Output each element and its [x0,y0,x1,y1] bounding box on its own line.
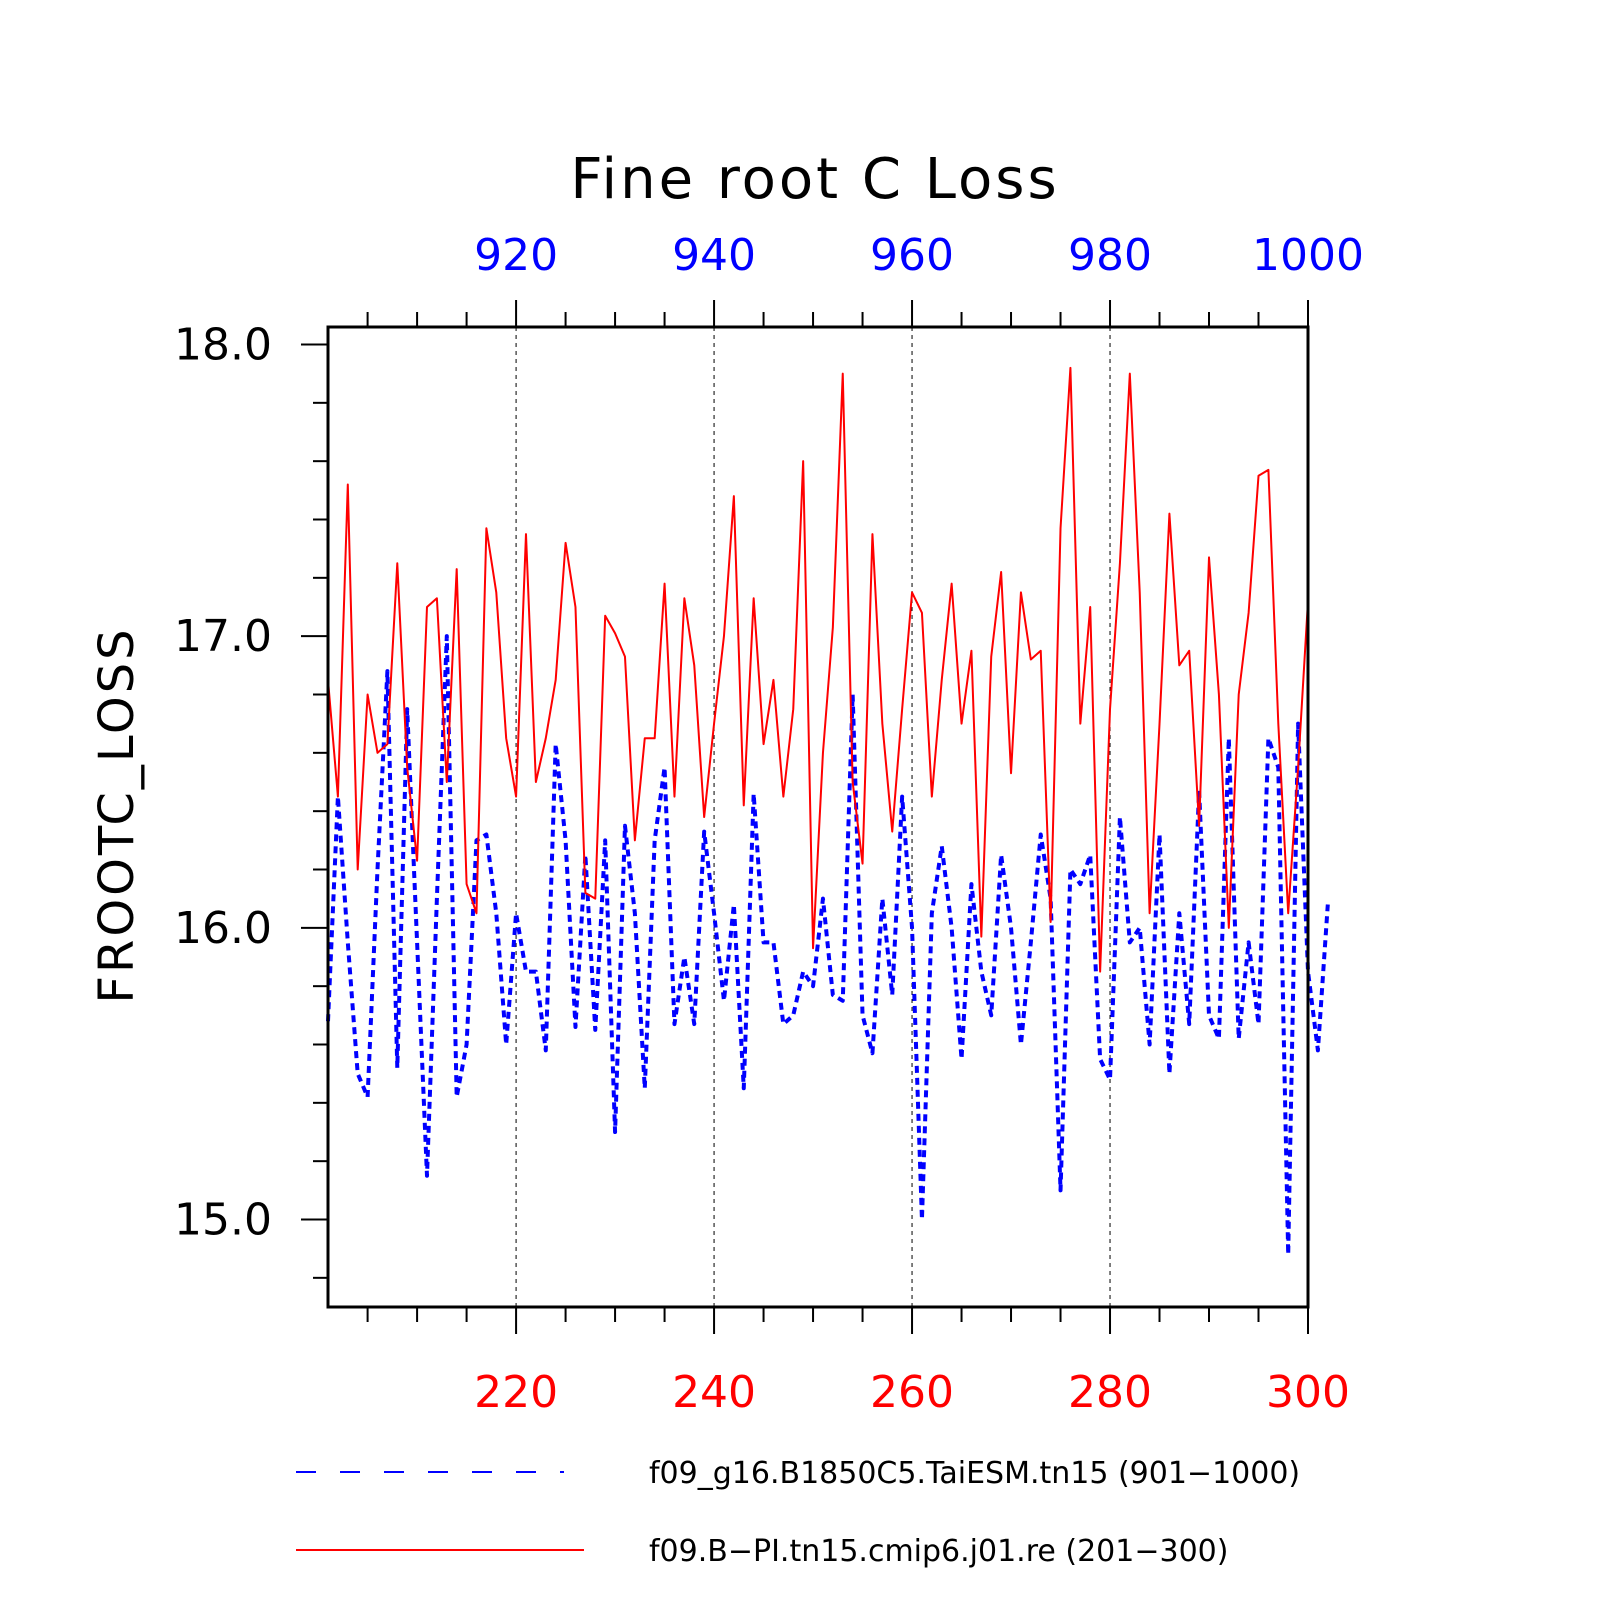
bottom-tick-label-220: 220 [474,1367,558,1418]
y-axis-title: FROOTC_LOSS [89,626,145,1003]
plot-frame [326,325,1310,1309]
legend: f09_g16.B1850C5.TaiESM.tn15 (901−1000) f… [296,1456,1300,1569]
top-tick-label-920: 920 [474,230,558,281]
series-line-red-solid [327,366,1309,973]
legend-label-2: f09.B−PI.tn15.cmip6.j01.re (201−300) [649,1534,1228,1569]
bottom-tick-label-260: 260 [870,1367,954,1418]
grid-lines [515,327,1111,1307]
series-line-blue-dashed [326,634,1330,1257]
y-tick-label-16.0: 16.0 [174,903,272,954]
y-tick-label-18.0: 18.0 [174,320,272,371]
axis-ticks: 220 240 260 280 300 920 940 960 980 1000 15.0 16.0 1… [174,230,1364,1418]
top-tick-label-960: 960 [870,230,954,281]
bottom-tick-label-280: 280 [1068,1367,1152,1418]
top-tick-label-1000: 1000 [1252,230,1364,281]
y-tick-label-17.0: 17.0 [174,611,272,662]
series-layer [326,366,1330,1257]
y-axis-title-group: FROOTC_LOSS [89,626,145,1003]
bottom-tick-label-300: 300 [1266,1367,1350,1418]
chart-title: Fine root C Loss [570,147,1059,212]
top-tick-label-980: 980 [1068,230,1152,281]
bottom-tick-label-240: 240 [672,1367,756,1418]
top-tick-label-940: 940 [672,230,756,281]
y-tick-label-15.0: 15.0 [174,1195,272,1246]
legend-label-1: f09_g16.B1850C5.TaiESM.tn15 (901−1000) [649,1456,1300,1491]
